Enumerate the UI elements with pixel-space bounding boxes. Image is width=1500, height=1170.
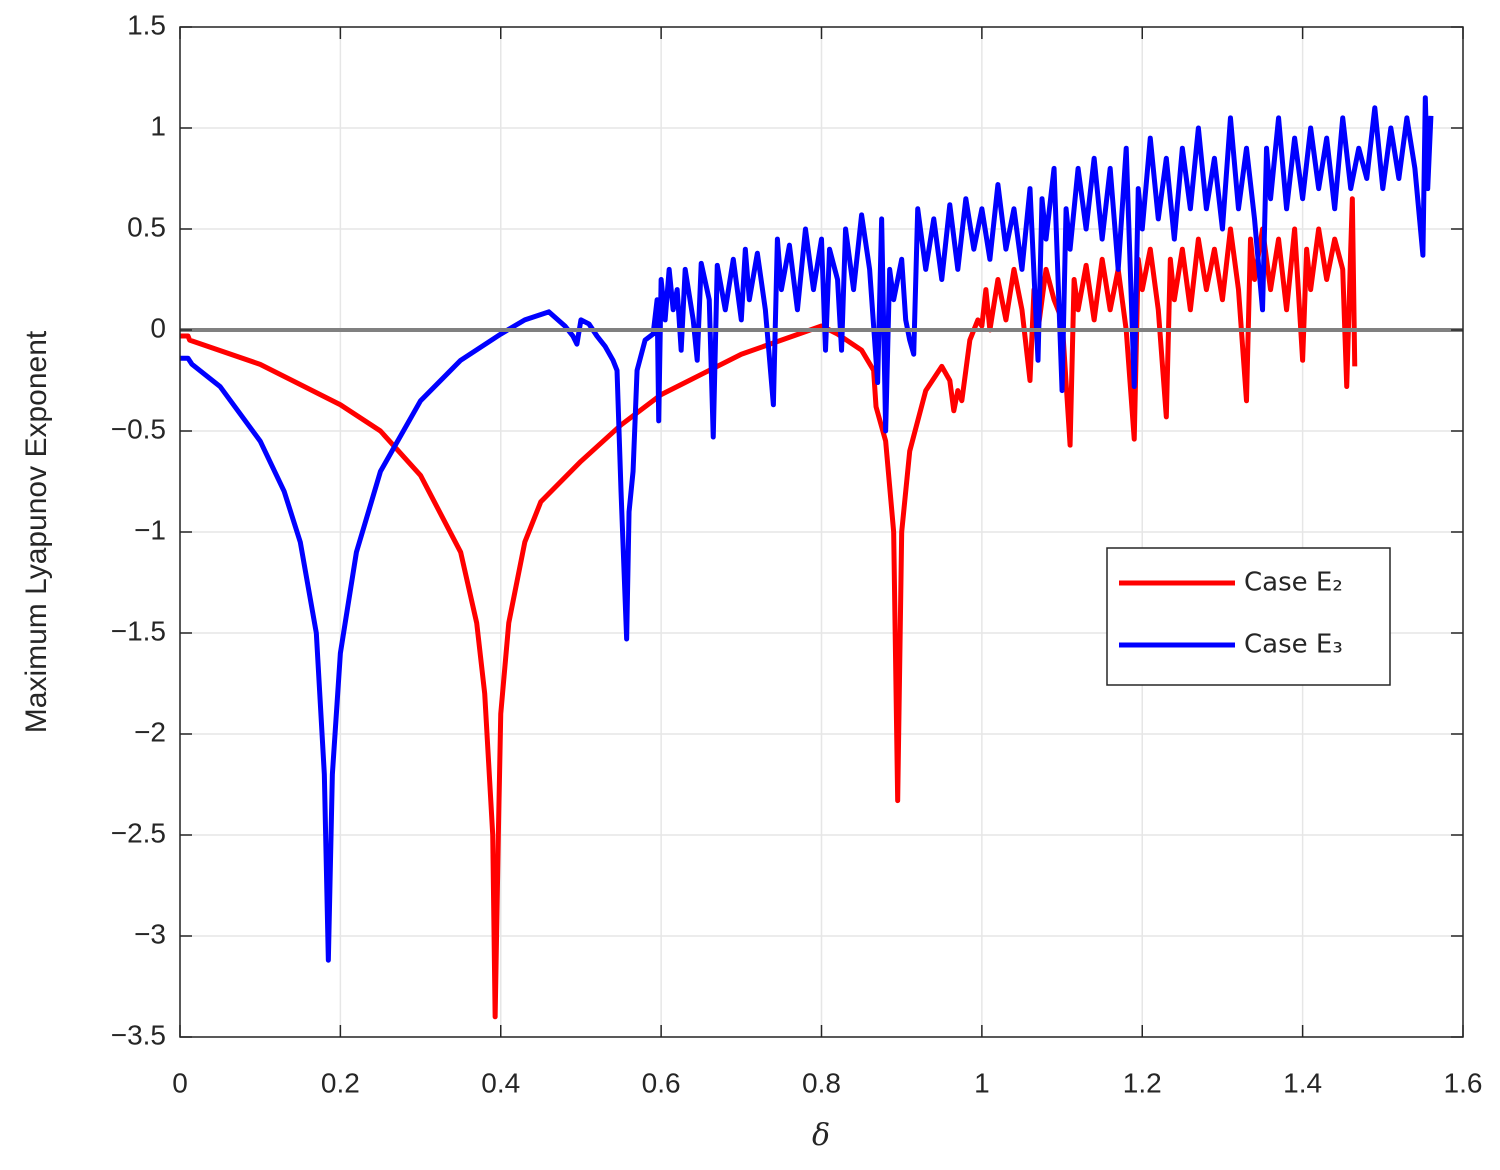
x-tick-label: 0.2 xyxy=(321,1067,360,1098)
x-tick-label: 1.2 xyxy=(1123,1067,1162,1098)
y-tick-label: −1 xyxy=(134,514,166,545)
legend-box xyxy=(1106,547,1391,686)
y-tick-label: −2.5 xyxy=(111,817,166,848)
y-tick-label: −3 xyxy=(134,918,166,949)
ticks: 0 0.2 0.4 0.6 0.8 1 1.2 1.4 1.6 −3.5 −3 −2.5 −2 −1.5 −… xyxy=(111,9,1483,1098)
series-line xyxy=(180,196,1358,1020)
x-tick-label: 0.8 xyxy=(802,1067,841,1098)
legend-label: Case E₂ xyxy=(1244,568,1343,598)
y-tick-label: 1 xyxy=(150,110,166,141)
x-axis-label: δ xyxy=(812,1118,830,1153)
x-tick-label: 0.6 xyxy=(642,1067,681,1098)
y-axis-label: Maximum Lyapunov Exponent xyxy=(20,330,53,733)
x-tick-label: 1 xyxy=(974,1067,990,1098)
y-tick-label: −2 xyxy=(134,716,166,747)
y-tick-label: 0 xyxy=(150,312,166,343)
x-tick-label: 0 xyxy=(172,1067,188,1098)
y-tick-label: 0.5 xyxy=(127,211,166,242)
y-tick-label: −0.5 xyxy=(111,413,166,444)
y-tick-label: −3.5 xyxy=(111,1019,166,1050)
series-line xyxy=(180,95,1434,963)
y-tick-label: −1.5 xyxy=(111,615,166,646)
x-tick-label: 0.4 xyxy=(481,1067,520,1098)
lines xyxy=(180,95,1463,1020)
y-tick-label: 1.5 xyxy=(127,9,166,40)
legend-label: Case E₃ xyxy=(1244,630,1343,660)
x-tick-label: 1.6 xyxy=(1444,1067,1483,1098)
x-tick-label: 1.4 xyxy=(1283,1067,1322,1098)
legend: Case E₂ Case E₃ xyxy=(1106,547,1391,686)
